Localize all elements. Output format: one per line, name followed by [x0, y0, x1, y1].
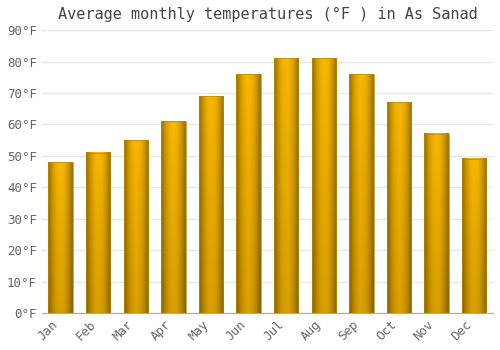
- Bar: [86, 153, 110, 313]
- Bar: [161, 121, 186, 313]
- Bar: [199, 96, 223, 313]
- Bar: [462, 159, 486, 313]
- Bar: [236, 74, 261, 313]
- Bar: [349, 74, 374, 313]
- Bar: [387, 103, 411, 313]
- Bar: [424, 134, 449, 313]
- Bar: [312, 58, 336, 313]
- Title: Average monthly temperatures (°F ) in As Sanad: Average monthly temperatures (°F ) in As…: [58, 7, 478, 22]
- Bar: [274, 58, 298, 313]
- Bar: [48, 162, 73, 313]
- Bar: [124, 140, 148, 313]
